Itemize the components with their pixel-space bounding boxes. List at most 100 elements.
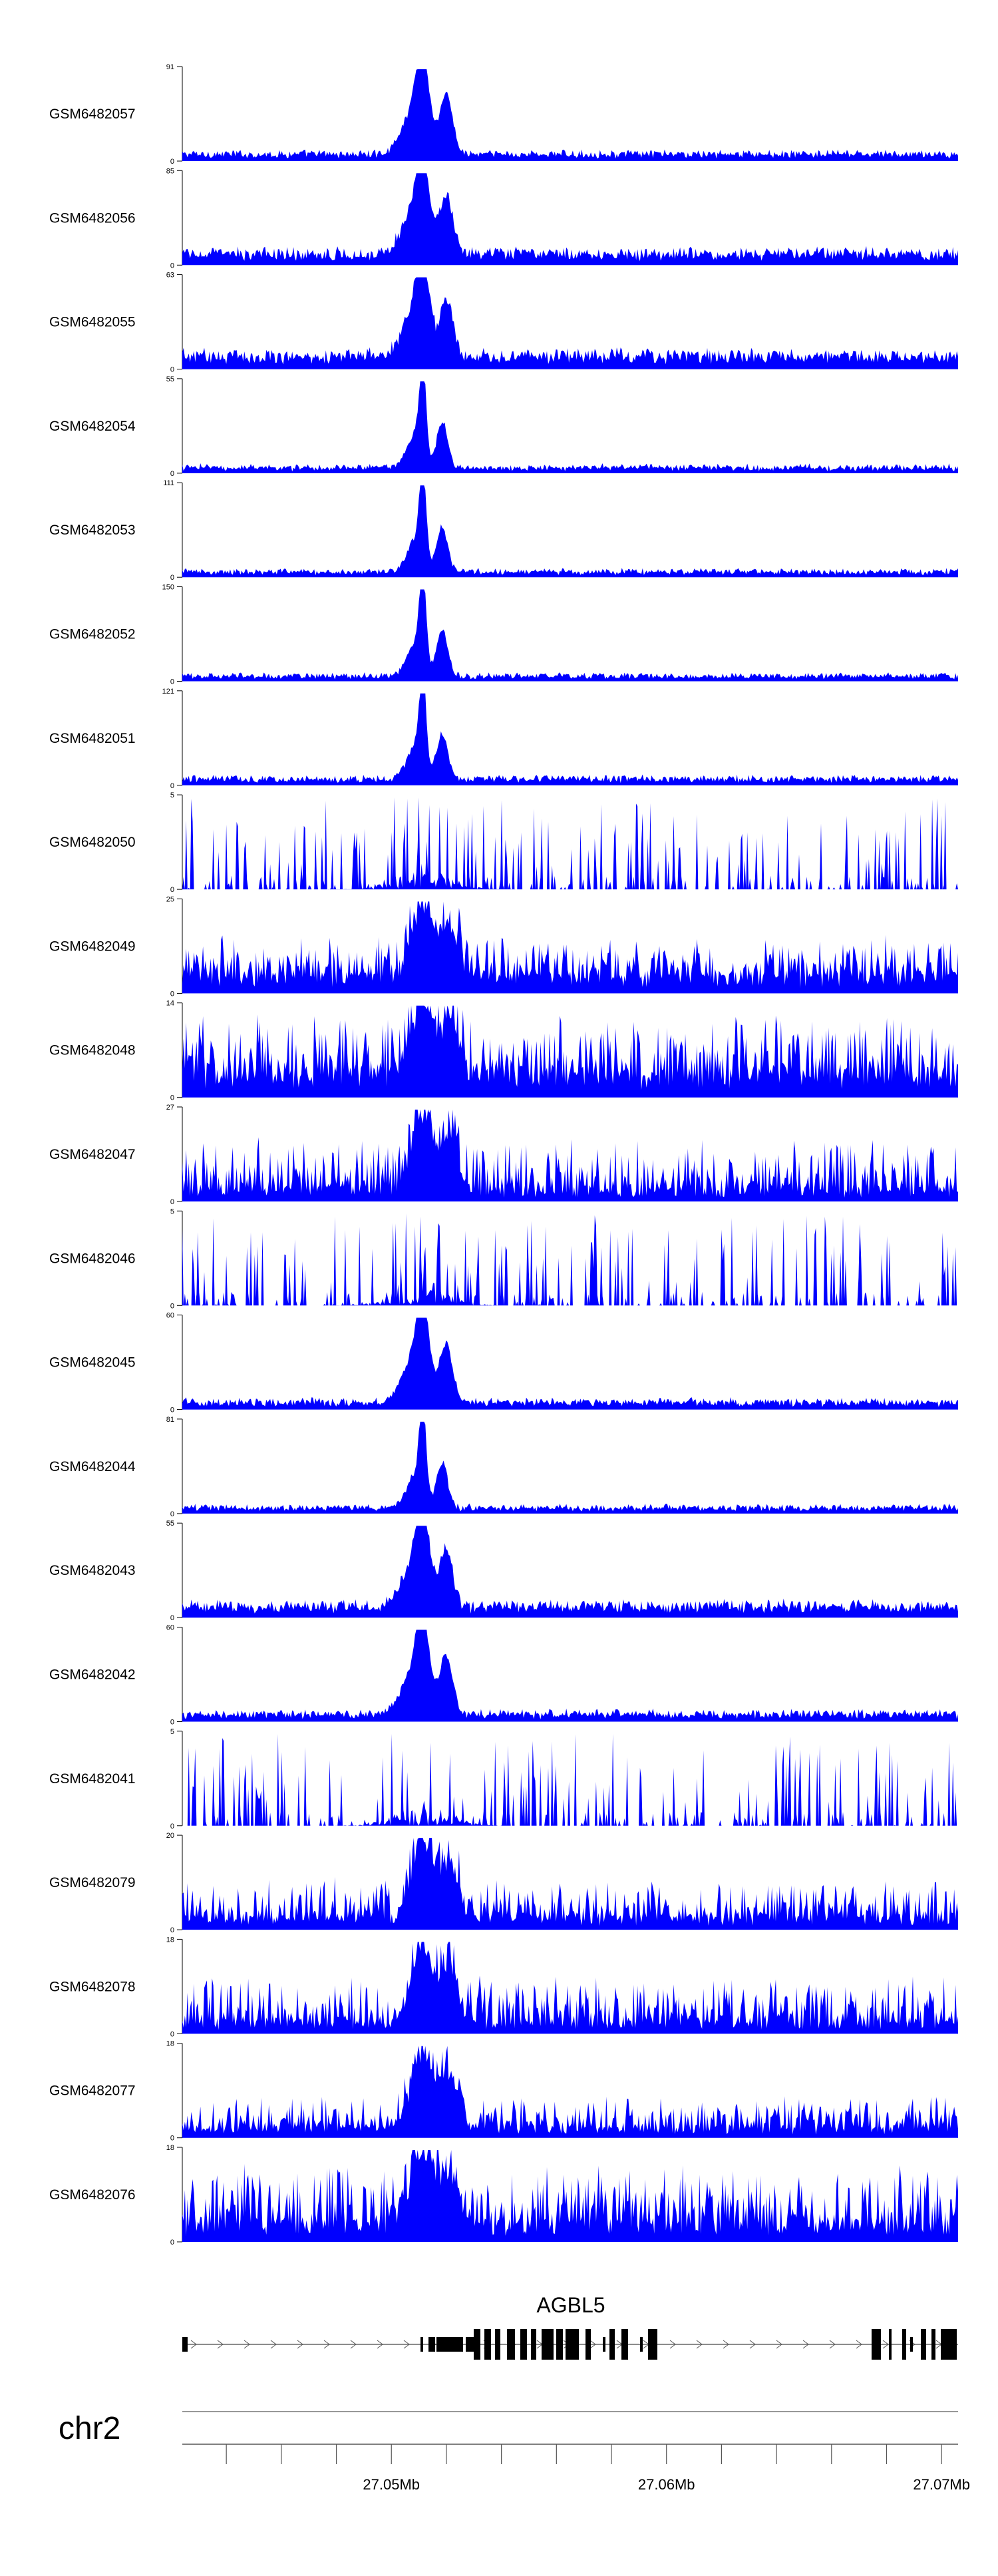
exon (566, 2329, 579, 2360)
track-label: GSM6482044 (49, 1459, 136, 1474)
exon (872, 2329, 881, 2360)
track-GSM6482049: GSM6482049 25 0 (49, 895, 958, 998)
strand-arrow (270, 2340, 277, 2349)
exon (182, 2337, 188, 2352)
strand-arrow (829, 2340, 836, 2349)
track-label: GSM6482042 (49, 1667, 136, 1683)
coverage-area (182, 1838, 958, 1930)
coverage-area (182, 1005, 958, 1098)
strand-arrow (190, 2340, 197, 2349)
y-max-label: 18 (166, 2144, 174, 2152)
track-GSM6482048: GSM6482048 14 0 (49, 1000, 958, 1102)
track-GSM6482057: GSM6482057 91 0 (49, 63, 958, 166)
chromosome-label: chr2 (59, 2411, 120, 2446)
coverage-area (182, 797, 958, 890)
coverage-area (182, 1733, 958, 1826)
exon (910, 2337, 913, 2352)
track-GSM6482055: GSM6482055 63 0 (49, 272, 958, 374)
y-max-label: 55 (166, 1520, 174, 1528)
track-label: GSM6482048 (49, 1043, 136, 1058)
y-min-label: 0 (170, 1823, 174, 1830)
track-label: GSM6482051 (49, 731, 136, 746)
exon (921, 2329, 926, 2360)
y-min-label: 0 (170, 1302, 174, 1310)
strand-arrow (802, 2340, 809, 2349)
y-min-label: 0 (170, 1094, 174, 1102)
track-label: GSM6482050 (49, 835, 136, 850)
coverage-area (182, 1526, 958, 1618)
coverage-area (182, 1629, 958, 1722)
track-GSM6482041: GSM6482041 5 0 (49, 1728, 958, 1830)
strand-arrow (669, 2340, 676, 2349)
y-min-label: 0 (170, 1198, 174, 1206)
gene-model-track: AGBL5 (182, 2293, 958, 2360)
y-min-label: 0 (170, 2030, 174, 2038)
exon (420, 2337, 423, 2352)
track-GSM6482054: GSM6482054 55 0 (49, 375, 958, 478)
exon (474, 2329, 480, 2360)
axis-tick-label: 27.07Mb (913, 2476, 970, 2493)
coverage-area (182, 901, 958, 994)
y-min-label: 0 (170, 1510, 174, 1518)
y-max-label: 63 (166, 272, 174, 280)
y-min-label: 0 (170, 158, 174, 166)
y-max-label: 121 (162, 688, 174, 696)
coverage-area (182, 693, 958, 785)
y-min-label: 0 (170, 366, 174, 374)
y-max-label: 27 (166, 1104, 174, 1112)
track-GSM6482052: GSM6482052 150 0 (49, 584, 958, 686)
track-label: GSM6482043 (49, 1563, 136, 1578)
coverage-area (182, 589, 958, 682)
track-GSM6482078: GSM6482078 18 0 (49, 1936, 958, 2038)
exon (520, 2329, 527, 2360)
track-label: GSM6482052 (49, 627, 136, 642)
strand-arrow (297, 2340, 303, 2349)
strand-arrow (217, 2340, 224, 2349)
strand-arrow (377, 2340, 383, 2349)
y-min-label: 0 (170, 782, 174, 790)
strand-arrow (723, 2340, 729, 2349)
exon (603, 2337, 605, 2352)
track-panel: GSM6482057910GSM6482056850GSM6482055630G… (49, 63, 958, 2247)
strand-arrow (350, 2340, 357, 2349)
coverage-area (182, 1421, 958, 1514)
coverage-area (182, 1110, 958, 1201)
track-label: GSM6482077 (49, 2083, 136, 2099)
exon (941, 2329, 957, 2360)
track-label: GSM6482057 (49, 107, 136, 122)
track-GSM6482042: GSM6482042 60 0 (49, 1624, 958, 1727)
y-max-label: 60 (166, 1624, 174, 1632)
coverage-area (182, 485, 958, 578)
y-min-label: 0 (170, 1719, 174, 1727)
coverage-area (182, 173, 958, 266)
exon (507, 2329, 515, 2360)
strand-arrow (776, 2340, 782, 2349)
strand-arrow (589, 2340, 596, 2349)
exon (609, 2329, 615, 2360)
exon (531, 2329, 536, 2360)
y-max-label: 25 (166, 895, 174, 903)
genome-axis: chr2 27.05Mb 27.06Mb 27.07Mb (59, 2411, 970, 2493)
strand-arrow (403, 2340, 410, 2349)
y-max-label: 150 (162, 584, 174, 592)
y-min-label: 0 (170, 2135, 174, 2143)
strand-arrow (696, 2340, 703, 2349)
track-GSM6482050: GSM6482050 5 0 (49, 791, 958, 894)
track-label: GSM6482049 (49, 939, 136, 954)
strand-arrow (856, 2340, 862, 2349)
strand-arrow (323, 2340, 330, 2349)
y-min-label: 0 (170, 886, 174, 894)
y-max-label: 14 (166, 1000, 174, 1008)
axis-tick-label: 27.06Mb (638, 2476, 695, 2493)
exon (902, 2329, 906, 2360)
track-GSM6482045: GSM6482045 60 0 (49, 1312, 958, 1414)
exon (466, 2337, 475, 2352)
track-GSM6482043: GSM6482043 55 0 (49, 1520, 958, 1622)
y-min-label: 0 (170, 2239, 174, 2247)
coverage-area (182, 1213, 958, 1306)
track-GSM6482079: GSM6482079 20 0 (49, 1832, 958, 1934)
track-label: GSM6482078 (49, 1979, 136, 1994)
coverage-area (182, 1317, 958, 1410)
y-max-label: 91 (166, 63, 174, 71)
y-max-label: 85 (166, 167, 174, 175)
